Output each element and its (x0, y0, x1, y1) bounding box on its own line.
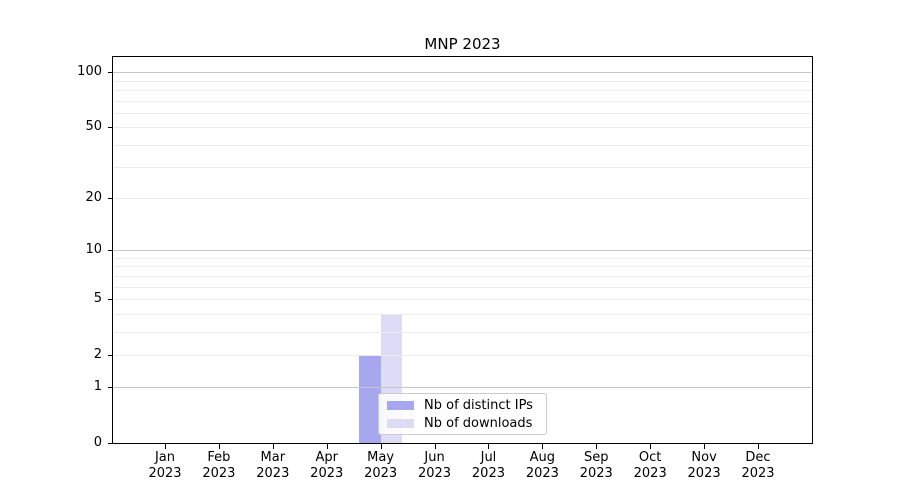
x-tick-mark (165, 444, 166, 449)
x-label-year: 2023 (310, 466, 344, 481)
y-tick-mark (108, 354, 113, 356)
gridline-minor (113, 100, 812, 102)
x-tick-mark (758, 444, 759, 449)
x-label-month: Dec (745, 450, 771, 465)
x-axis-tick-label: Nov 2023 (674, 450, 734, 482)
x-label-month: Aug (529, 450, 556, 465)
x-tick-mark (434, 444, 436, 449)
x-tick-mark (650, 444, 652, 449)
x-tick-mark (272, 444, 274, 449)
x-axis-tick-label: Jan 2023 (135, 450, 195, 482)
y-axis-tick-label: 10 (85, 242, 102, 258)
legend-label: Nb of distinct IPs (424, 397, 533, 413)
x-label-month: Nov (691, 450, 717, 465)
x-label-year: 2023 (202, 466, 236, 481)
gridline-minor (113, 275, 812, 277)
x-tick-mark (218, 444, 220, 449)
y-tick-mark (108, 198, 113, 200)
x-axis-tick-label: Mar 2023 (243, 450, 303, 482)
x-tick-mark (488, 444, 490, 449)
gridline-minor (113, 144, 812, 146)
x-axis-tick-label: Sep 2023 (566, 450, 626, 482)
x-label-year: 2023 (633, 466, 667, 481)
x-label-year: 2023 (417, 466, 452, 481)
gridline-minor (113, 258, 812, 259)
legend-swatch (387, 418, 414, 428)
y-tick-mark (108, 250, 113, 252)
y-tick-mark (108, 127, 113, 129)
y-axis-tick-label: 100 (77, 64, 102, 80)
x-label-year: 2023 (471, 466, 505, 481)
y-axis-tick-label: 20 (85, 190, 102, 206)
chart-title: MNP 2023 (424, 35, 501, 53)
legend: Nb of distinct IPs Nb of downloads (378, 393, 547, 435)
x-label-year: 2023 (741, 466, 775, 481)
x-axis-tick-label: Dec 2023 (728, 450, 788, 482)
legend-swatch (387, 400, 414, 410)
x-label-year: 2023 (148, 466, 182, 481)
y-tick-mark (108, 387, 113, 389)
x-label-year: 2023 (579, 466, 613, 481)
plot-area (112, 56, 813, 444)
x-label-month: Apr (315, 450, 338, 465)
x-label-year: 2023 (364, 466, 398, 481)
x-tick-mark (380, 444, 382, 449)
gridline-minor (113, 89, 812, 91)
x-label-month: Jun (424, 450, 445, 465)
x-label-month: Feb (207, 450, 231, 465)
x-label-month: Jul (480, 450, 497, 465)
y-axis-tick-label: 50 (85, 119, 102, 135)
x-tick-mark (326, 444, 328, 449)
y-axis-tick-label: 1 (93, 379, 102, 395)
y-axis-tick-label: 2 (93, 346, 102, 362)
x-axis-tick-label: Feb 2023 (189, 450, 249, 482)
x-label-year: 2023 (687, 466, 721, 481)
x-axis-tick-label: Oct 2023 (620, 450, 680, 482)
y-tick-mark (108, 443, 113, 444)
x-tick-mark (704, 444, 706, 449)
gridline-minor (113, 127, 812, 129)
legend-item: Nb of downloads (379, 416, 546, 431)
legend-item: Nb of distinct IPs (379, 398, 546, 413)
x-axis-tick-label: Jun 2023 (405, 450, 465, 482)
gridline-minor (113, 266, 812, 268)
x-label-year: 2023 (256, 466, 290, 481)
x-label-month: Oct (638, 450, 662, 465)
x-tick-mark (596, 444, 598, 449)
y-tick-mark (108, 72, 113, 74)
y-axis-tick-label: 0 (93, 435, 102, 450)
x-label-year: 2023 (525, 466, 559, 481)
legend-label: Nb of downloads (424, 415, 533, 431)
gridline-minor (113, 167, 812, 169)
x-label-month: Mar (260, 450, 286, 465)
x-tick-mark (542, 444, 544, 449)
gridline-minor (113, 331, 812, 333)
y-axis-tick-label: 5 (93, 291, 102, 307)
x-axis-tick-label: Aug 2023 (512, 450, 572, 482)
x-label-month: Sep (584, 450, 609, 465)
gridline-major (113, 387, 812, 389)
gridline-minor (113, 313, 812, 315)
gridline-minor (113, 286, 812, 288)
x-label-month: Jan (154, 450, 176, 465)
bar-nb-of-distinct-ips (358, 354, 381, 443)
gridline-minor (113, 198, 812, 200)
gridline-minor (113, 354, 812, 356)
x-axis-tick-label: Jul 2023 (458, 450, 518, 482)
gridline-major (113, 72, 812, 74)
x-axis-tick-label: May 2023 (351, 450, 411, 482)
gridline-minor (113, 80, 812, 82)
gridline-major (113, 250, 812, 252)
y-tick-mark (108, 299, 113, 301)
x-label-month: May (367, 450, 395, 465)
gridline-minor (113, 299, 812, 301)
gridline-minor (113, 112, 812, 114)
x-axis-tick-label: Apr 2023 (297, 450, 357, 482)
